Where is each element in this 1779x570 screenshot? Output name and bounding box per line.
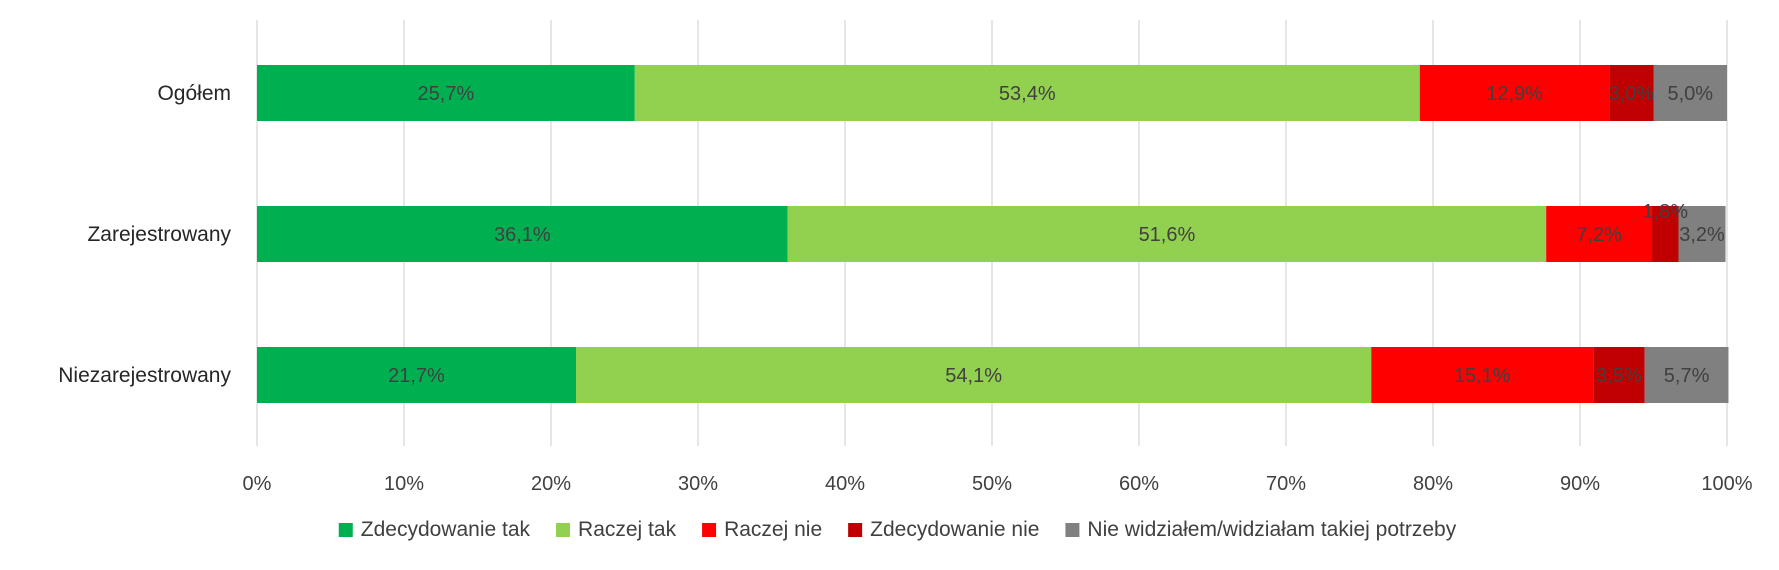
x-tick-label: 0% [243, 473, 272, 495]
x-tick-label: 10% [384, 473, 424, 495]
x-tick-label: 80% [1413, 473, 1453, 495]
bar-segment [1609, 65, 1654, 121]
legend-label: Zdecydowanie nie [870, 518, 1039, 541]
value-axis: 0% 10% 20% 30% 40% 50% 60% 70% 80% 90% 100% [243, 473, 1753, 495]
x-tick-label: 100% [1701, 473, 1752, 495]
bar-segment [1593, 347, 1645, 403]
legend-swatch [556, 523, 571, 537]
x-tick-label: 90% [1560, 473, 1600, 495]
data-label: 12,9% [1486, 83, 1543, 105]
legend-label: Raczej nie [724, 518, 822, 541]
data-label: 1,8% [1642, 201, 1688, 223]
data-label: 51,6% [1139, 224, 1196, 246]
bar-segment [257, 206, 788, 262]
bar-segment [787, 206, 1547, 262]
legend-label: Zdecydowanie tak [361, 518, 531, 541]
legend-swatch [1065, 523, 1080, 537]
data-label: 36,1% [494, 224, 551, 246]
data-label: 53,4% [999, 83, 1056, 105]
x-tick-label: 30% [678, 473, 718, 495]
x-tick-label: 40% [825, 473, 865, 495]
x-tick-label: 50% [972, 473, 1012, 495]
bar-segment [1653, 65, 1727, 121]
bar-segment [257, 65, 635, 121]
bar-segment [634, 65, 1420, 121]
bar-segment [1678, 206, 1726, 262]
bar-segment [575, 347, 1372, 403]
data-label: 3,5% [1596, 365, 1642, 387]
legend-swatch [848, 523, 863, 537]
category-axis: Ogółem Zarejestrowany Niezarejestrowany [58, 82, 231, 387]
data-label: 3,2% [1679, 224, 1725, 246]
category-label: Ogółem [157, 82, 231, 105]
data-label: 15,1% [1454, 365, 1511, 387]
category-label: Niezarejestrowany [58, 364, 231, 387]
data-label: 21,7% [388, 365, 445, 387]
legend-swatch [702, 523, 717, 537]
data-label: 3,0% [1609, 83, 1655, 105]
bar-segment [1644, 347, 1729, 403]
bar-segment [1546, 206, 1653, 262]
legend-swatch [338, 523, 353, 537]
x-tick-label: 70% [1266, 473, 1306, 495]
legend-label: Raczej tak [578, 518, 677, 541]
data-label: 5,0% [1667, 83, 1713, 105]
data-label: 54,1% [945, 365, 1002, 387]
bar-segment [1419, 65, 1610, 121]
data-labels: 25,7% 53,4% 12,9% 3,0% 5,0% 36,1% 51,6% 7,2% 1,8… [388, 83, 1725, 387]
bar-segment [257, 347, 576, 403]
legend-label: Nie widziałem/widziałam takiej potrzeby [1087, 518, 1456, 541]
legend: Zdecydowanie tak Raczej tak Raczej nie Zdec… [338, 518, 1457, 541]
category-label: Zarejestrowany [87, 223, 231, 246]
bar-segment [1652, 206, 1679, 262]
data-label: 5,7% [1664, 365, 1710, 387]
data-label: 7,2% [1576, 224, 1622, 246]
x-tick-label: 60% [1119, 473, 1159, 495]
bar-segment [1371, 347, 1594, 403]
bars [257, 65, 1729, 403]
x-tick-label: 20% [531, 473, 571, 495]
data-label: 25,7% [418, 83, 475, 105]
